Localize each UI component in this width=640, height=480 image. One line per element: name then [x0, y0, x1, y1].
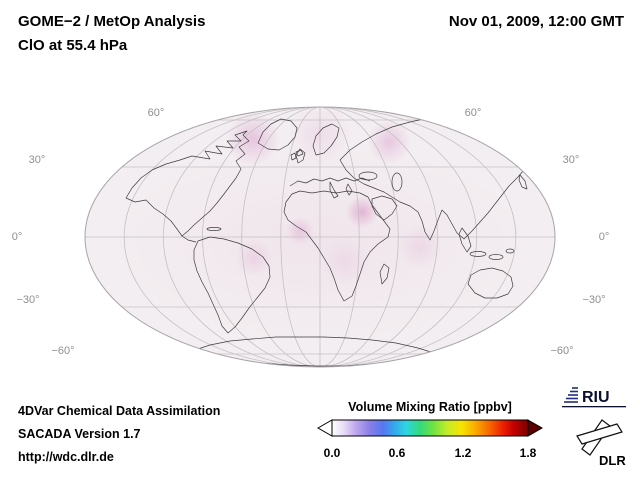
black-sea — [358, 171, 378, 181]
riu-logo: RIU — [562, 387, 626, 408]
map-boundary — [84, 106, 556, 368]
colorbar-tick-1: 0.6 — [388, 446, 406, 460]
lat-label-left-0: 0° — [11, 231, 23, 243]
lat-label-left-m60: −60° — [51, 345, 75, 357]
lat-label-left-m30: −30° — [16, 294, 40, 306]
lat-label-right-0: 0° — [598, 231, 610, 243]
coastline-australia — [467, 267, 514, 299]
coastline-indonesia-3 — [505, 248, 515, 254]
coastline-ireland — [290, 152, 297, 161]
dlr-wordmark: DLR — [599, 453, 626, 468]
coastline-uk — [295, 148, 306, 164]
colorbar-left-arrow — [316, 419, 333, 437]
coastline-greenland — [257, 118, 298, 151]
lat-label-left-60: 60° — [147, 107, 165, 119]
coastline-new-zealand — [526, 298, 532, 309]
coastline-africa — [283, 190, 391, 302]
colorbar-right-arrow — [527, 419, 544, 437]
coastline-iceland — [295, 149, 304, 157]
lat-label-right-30: 30° — [562, 154, 580, 166]
coastline-north-america — [125, 130, 250, 237]
coastline-scandinavia — [312, 123, 340, 156]
lat-label-right-60: 60° — [464, 107, 482, 119]
coastline-antarctica — [191, 336, 435, 367]
footer-url: http://wdc.dlr.de — [18, 450, 114, 464]
coastline-south-america — [193, 236, 271, 334]
coastline-indonesia-2 — [488, 254, 504, 260]
coastline-alaska — [100, 154, 121, 170]
colorbar-gradient-bar — [331, 419, 529, 437]
page-title: GOME−2 / MetOp Analysis — [18, 13, 206, 30]
page-subtitle: ClO at 55.4 hPa — [18, 37, 128, 54]
lat-label-right-m60: −60° — [550, 345, 574, 357]
dlr-emblem-icon — [576, 419, 623, 456]
footer-version: SACADA Version 1.7 — [18, 427, 141, 441]
lat-label-right-m30: −30° — [582, 294, 606, 306]
coastline-japan — [518, 174, 528, 190]
riu-underline — [562, 406, 626, 408]
timestamp: Nov 01, 2009, 12:00 GMT — [448, 13, 624, 30]
footer-assimilation: 4DVar Chemical Data Assimilation — [18, 404, 221, 418]
riu-wordmark: RIU — [582, 389, 610, 406]
dlr-logo: DLR — [576, 419, 626, 468]
coastline-central-america — [181, 235, 197, 243]
coastline-se-asia — [458, 227, 472, 253]
coastline-arabia — [371, 195, 398, 221]
lat-label-left-30: 30° — [28, 154, 46, 166]
colorbar-tick-2: 1.2 — [454, 446, 472, 460]
coastline-italy — [329, 181, 339, 199]
coastline-greece — [345, 183, 353, 196]
coastline-indonesia-1 — [469, 251, 487, 257]
coastline-madagascar — [379, 263, 390, 285]
caspian-sea — [391, 172, 403, 192]
colorbar-tick-0: 0.0 — [323, 446, 341, 460]
colorbar-title: Volume Mixing Ratio [ppbv] — [348, 400, 512, 414]
colorbar-tick-3: 1.8 — [519, 446, 537, 460]
coastline-caribbean — [206, 227, 222, 231]
riu-glyph-icon — [564, 387, 578, 403]
colorbar — [316, 419, 544, 437]
